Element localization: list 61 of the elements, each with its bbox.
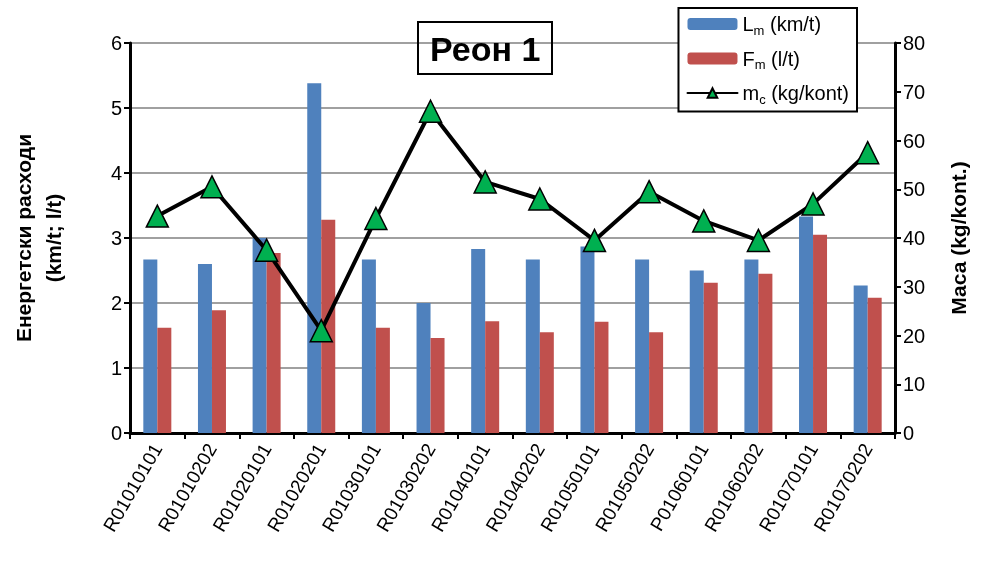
bar [361, 259, 376, 433]
bar [157, 327, 172, 433]
y2-tick-label: 20 [903, 324, 926, 347]
y2-tick-label: 80 [903, 32, 926, 54]
bar [758, 273, 773, 433]
bar [471, 249, 486, 433]
bar [197, 264, 212, 433]
point [309, 318, 333, 343]
y-tick-label: 6 [110, 32, 122, 54]
bar [525, 259, 540, 433]
bar [416, 303, 431, 433]
y2-tick-label: 50 [903, 178, 926, 201]
bar [375, 327, 390, 433]
bar [799, 216, 814, 433]
bar [143, 259, 158, 433]
y-axis-title: Енергетски расходи (km/t; l/t) [11, 133, 65, 343]
y2-tick-label: 10 [903, 373, 926, 396]
y-tick-label: 3 [110, 227, 122, 249]
bar [307, 83, 322, 433]
y2-tick-label: 30 [903, 275, 926, 298]
bar [813, 234, 828, 433]
y-tick-label: 1 [110, 357, 122, 379]
bar [635, 259, 650, 433]
bar [744, 259, 759, 433]
bar [211, 310, 226, 433]
bar [853, 285, 868, 433]
bar [689, 270, 704, 433]
bar [649, 332, 664, 433]
point [692, 209, 716, 233]
point [200, 175, 224, 199]
bar [580, 246, 595, 433]
y2-axis-title: Маса (kg/kont.) [946, 161, 970, 315]
chart-title: Реон 1 [430, 30, 541, 68]
y-tick-label: 2 [110, 292, 122, 314]
point [473, 170, 497, 194]
bar [485, 321, 500, 433]
bar [266, 252, 281, 433]
bar [594, 321, 609, 433]
point [582, 228, 607, 253]
point [364, 206, 388, 231]
bar [430, 338, 445, 433]
point [254, 238, 279, 262]
point [528, 187, 552, 211]
y2-tick-label: 60 [903, 129, 926, 152]
bar [539, 332, 554, 433]
bar [321, 219, 336, 433]
y-tick-label: 0 [110, 422, 122, 444]
y2-tick-label: 0 [903, 422, 915, 444]
point [637, 179, 661, 204]
bar [867, 297, 882, 433]
y2-tick-label: 70 [903, 80, 926, 103]
point [801, 192, 825, 216]
point [418, 99, 443, 123]
y-tick-label: 4 [110, 162, 122, 184]
y-tick-label: 5 [110, 97, 122, 119]
bar [252, 238, 267, 433]
point [145, 204, 170, 228]
point [855, 140, 880, 165]
point [746, 228, 771, 253]
bar [703, 282, 718, 433]
y2-tick-label: 40 [903, 227, 926, 249]
